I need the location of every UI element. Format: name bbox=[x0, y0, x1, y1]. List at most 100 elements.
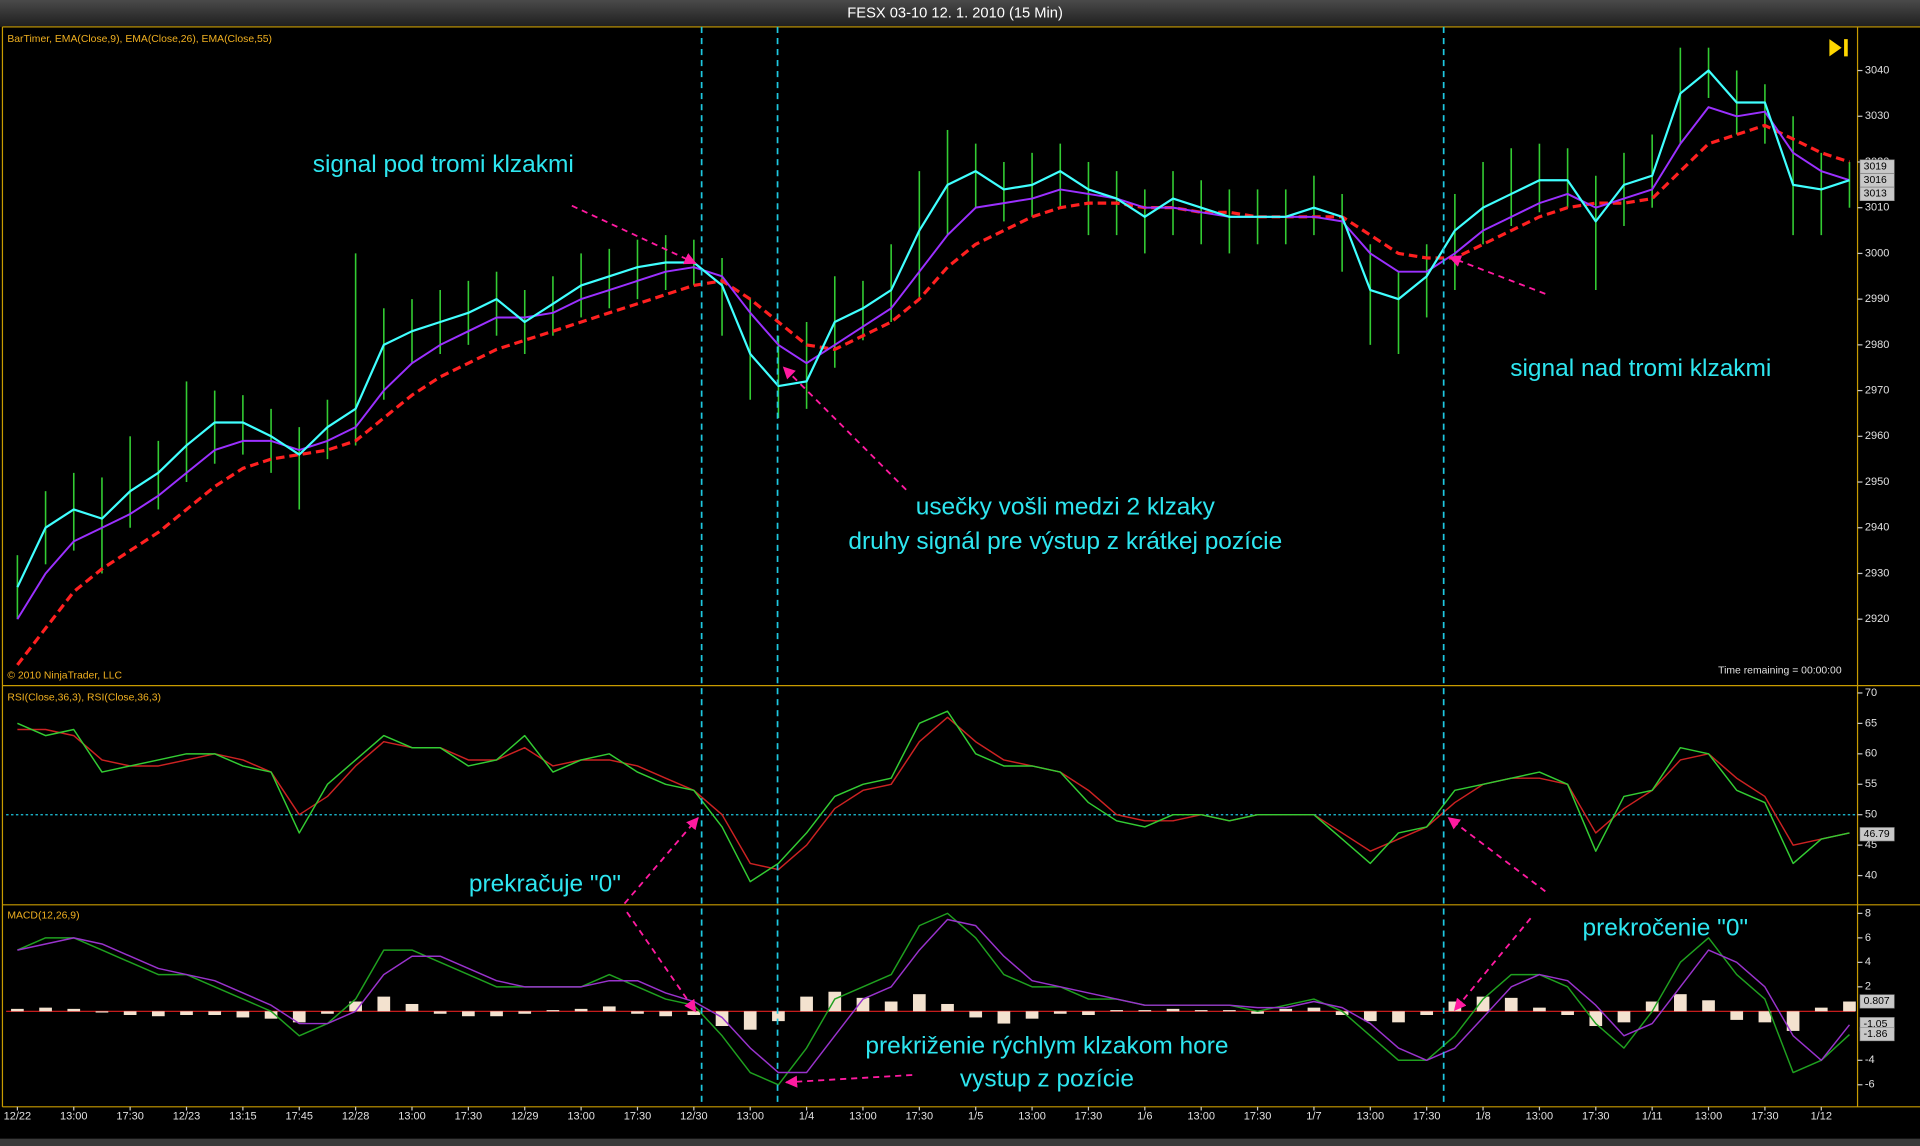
x-tick-label: 1/8 bbox=[1475, 1111, 1490, 1123]
histogram-bar bbox=[772, 1011, 785, 1022]
series-line bbox=[17, 710, 1850, 883]
x-tick-label: 1/4 bbox=[799, 1111, 814, 1123]
histogram-bar bbox=[321, 1011, 334, 1014]
histogram-bar bbox=[1702, 1000, 1715, 1012]
annotation: signal pod tromi klzakmi bbox=[313, 151, 574, 178]
y-tick-label: 2960 bbox=[1865, 430, 1889, 442]
histogram-bar bbox=[433, 1011, 447, 1014]
histogram-bar bbox=[941, 1003, 954, 1012]
series-line bbox=[16, 123, 1850, 666]
histogram-bar bbox=[123, 1011, 137, 1015]
y-tick-label: 55 bbox=[1865, 778, 1877, 790]
x-tick-label: 13:00 bbox=[567, 1111, 595, 1123]
histogram-bar bbox=[969, 1011, 983, 1018]
x-tick-label: 13:00 bbox=[1526, 1111, 1554, 1123]
arrow bbox=[623, 816, 699, 905]
histogram-bar bbox=[208, 1011, 222, 1015]
y-tick-label: 3000 bbox=[1865, 247, 1889, 259]
histogram-bar bbox=[349, 1001, 362, 1012]
histogram-bar bbox=[1194, 1010, 1208, 1012]
histogram-bar bbox=[67, 1008, 81, 1012]
histogram-bar bbox=[490, 1011, 503, 1017]
x-tick-label: 13:00 bbox=[1357, 1111, 1385, 1123]
y-tick-label: 70 bbox=[1865, 687, 1877, 699]
last-value-label: -1.05 bbox=[1864, 1019, 1888, 1030]
x-tick-label: 13:00 bbox=[736, 1111, 764, 1123]
histogram-bar bbox=[151, 1011, 165, 1017]
x-tick-label: 12/22 bbox=[4, 1111, 32, 1123]
histogram-bar bbox=[1420, 1011, 1434, 1015]
plot-area: BarTimer, EMA(Close,9), EMA(Close,26), E… bbox=[4, 34, 1895, 1123]
y-tick-label: 50 bbox=[1865, 809, 1877, 821]
histogram-bar bbox=[264, 1011, 278, 1019]
panel-frames bbox=[1, 26, 1920, 1108]
arrow bbox=[571, 204, 697, 265]
y-tick-label: 2990 bbox=[1865, 293, 1889, 305]
arrow bbox=[1447, 817, 1546, 893]
histogram-bar bbox=[1758, 1011, 1772, 1023]
last-value-label: -1.86 bbox=[1864, 1029, 1888, 1040]
y-tick-label: 4 bbox=[1865, 956, 1871, 968]
series-line bbox=[17, 716, 1850, 871]
x-tick-label: 13:00 bbox=[1018, 1111, 1046, 1123]
histogram-bar bbox=[95, 1011, 109, 1013]
histogram-bar bbox=[1223, 1010, 1236, 1012]
indicator-label: RSI(Close,36,3), RSI(Close,36,3) bbox=[7, 693, 161, 704]
histogram-bar bbox=[1392, 1011, 1405, 1023]
last-value-box bbox=[1859, 994, 1895, 1009]
last-value-box bbox=[1859, 1027, 1895, 1042]
y-tick-label: 2 bbox=[1865, 981, 1871, 993]
y-tick-label: 2980 bbox=[1865, 339, 1889, 351]
last-value-box bbox=[1859, 827, 1895, 842]
histogram-bar bbox=[1504, 997, 1518, 1012]
arrow bbox=[1448, 255, 1546, 295]
histogram-bar bbox=[743, 1011, 757, 1030]
x-tick-label: 13:15 bbox=[229, 1111, 257, 1123]
arrow bbox=[1453, 917, 1532, 1012]
histogram-bar bbox=[856, 997, 870, 1012]
x-tick-label: 13:00 bbox=[60, 1111, 88, 1123]
copyright: © 2010 NinjaTrader, LLC bbox=[7, 671, 122, 682]
histogram-bar bbox=[574, 1008, 588, 1012]
histogram-bar bbox=[1335, 1011, 1349, 1015]
histogram-bar bbox=[997, 1011, 1011, 1024]
histogram-bar bbox=[687, 1011, 701, 1015]
annotation: signal nad tromi klzakmi bbox=[1510, 355, 1771, 382]
x-tick-label: 12/29 bbox=[511, 1111, 539, 1123]
last-value-label: 3013 bbox=[1864, 189, 1887, 200]
histogram-bar bbox=[659, 1011, 673, 1017]
histogram-bar bbox=[1786, 1011, 1800, 1031]
histogram-bar bbox=[236, 1011, 250, 1018]
histogram-bar bbox=[1251, 1011, 1264, 1014]
annotation: prekriženie rýchlym klzakom hore bbox=[865, 1032, 1228, 1059]
x-tick-label: 12/28 bbox=[342, 1111, 370, 1123]
histogram-bar bbox=[377, 996, 391, 1012]
y-tick-label: 3040 bbox=[1865, 64, 1889, 76]
y-tick-label: -4 bbox=[1865, 1054, 1875, 1066]
y-tick-label: -6 bbox=[1865, 1079, 1875, 1091]
histogram-bar bbox=[715, 1011, 729, 1027]
arrow bbox=[782, 366, 907, 491]
histogram-bar bbox=[1617, 1011, 1631, 1023]
x-tick-label: 13:00 bbox=[849, 1111, 877, 1123]
annotation: prekročenie "0" bbox=[1582, 915, 1748, 942]
indicator-label: BarTimer, EMA(Close,9), EMA(Close,26), E… bbox=[7, 34, 272, 45]
histogram-bar bbox=[1025, 1011, 1039, 1019]
annotation: vystup z pozície bbox=[960, 1065, 1134, 1092]
arrow bbox=[784, 1074, 913, 1088]
histogram-bar bbox=[1561, 1011, 1574, 1015]
x-tick-label: 17:30 bbox=[906, 1111, 934, 1123]
y-tick-label: 2930 bbox=[1865, 567, 1889, 579]
histogram-bar bbox=[518, 1011, 532, 1014]
title-bar bbox=[0, 0, 1920, 27]
x-tick-label: 1/5 bbox=[968, 1111, 983, 1123]
histogram-bar bbox=[1674, 994, 1687, 1012]
play-icon[interactable] bbox=[1829, 39, 1848, 57]
y-tick-label: 45 bbox=[1865, 839, 1877, 851]
y-tick-label: 2950 bbox=[1865, 476, 1889, 488]
annotation: druhy signál pre výstup z krátkej pozíci… bbox=[848, 528, 1282, 555]
x-tick-label: 17:30 bbox=[624, 1111, 652, 1123]
last-value-label: 46.79 bbox=[1864, 829, 1890, 840]
